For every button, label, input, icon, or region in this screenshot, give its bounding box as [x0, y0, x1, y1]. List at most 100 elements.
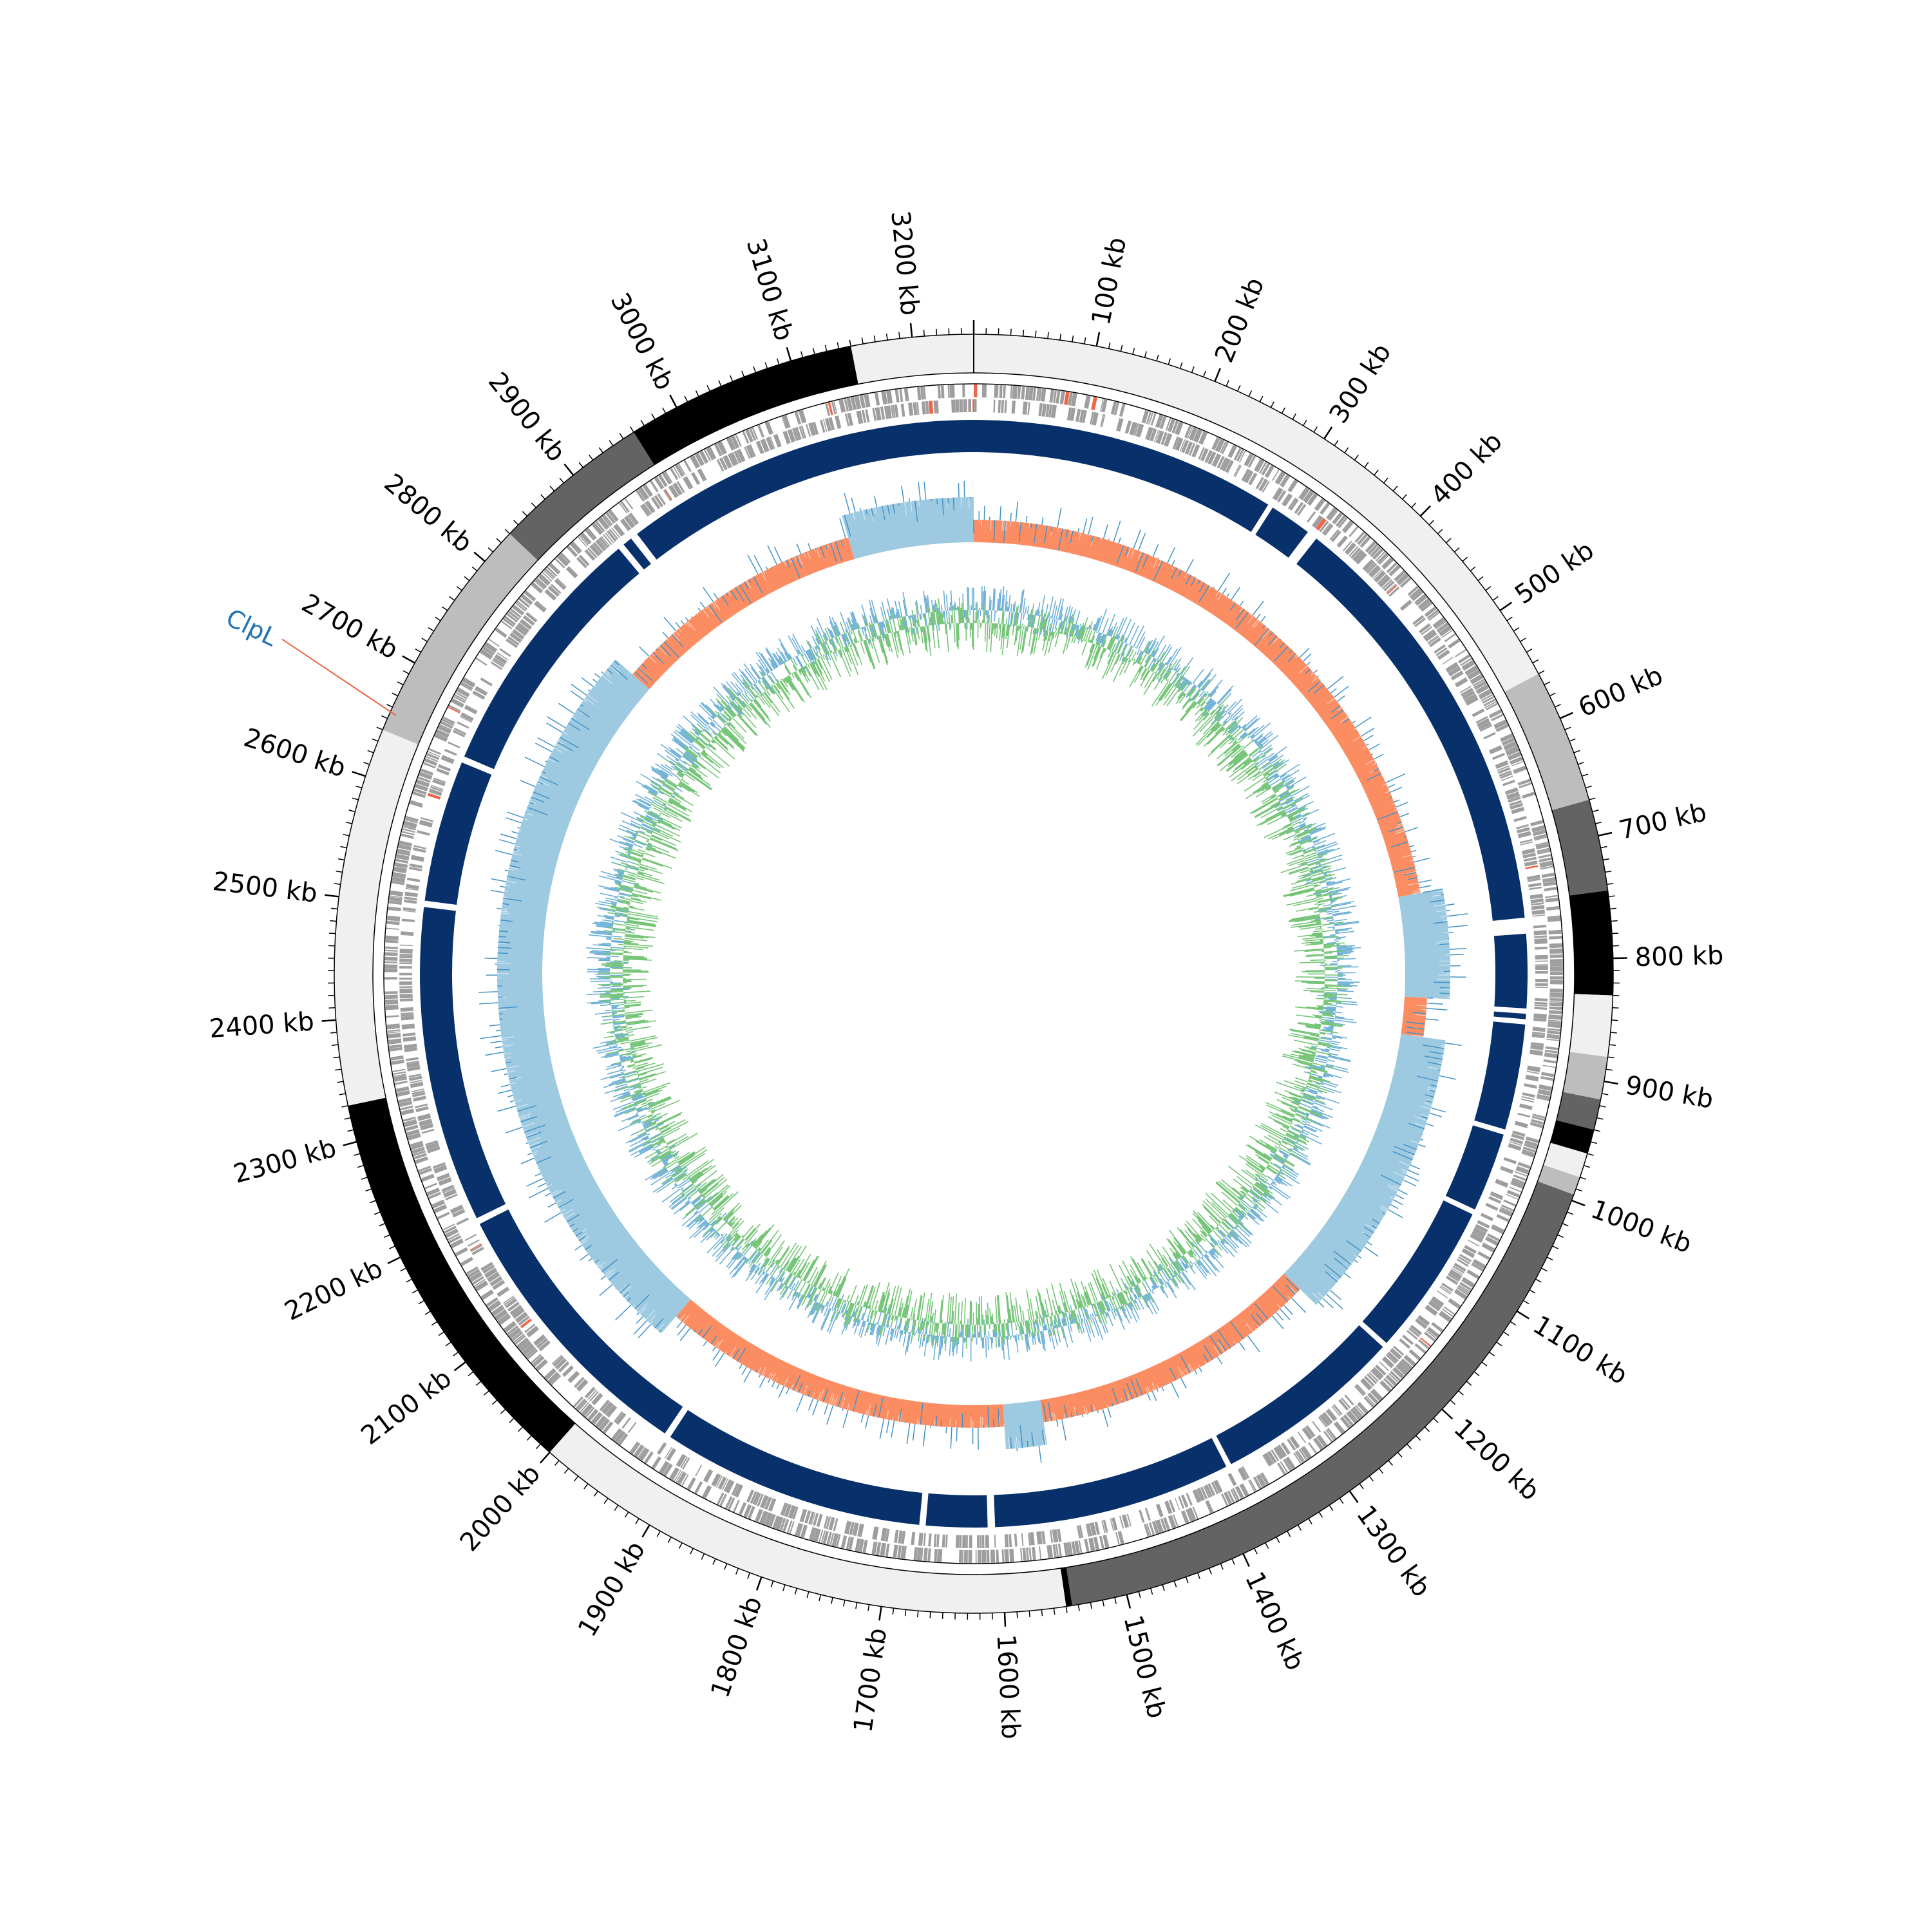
- minor-tick: [1202, 370, 1206, 377]
- gene-feature: [871, 1541, 878, 1555]
- gene-feature: [471, 1246, 484, 1256]
- gene-feature: [874, 392, 880, 406]
- gene-feature: [1540, 866, 1553, 870]
- major-tick: [1349, 1490, 1359, 1503]
- tick-label: 3200 kb: [885, 209, 925, 317]
- gene-feature: [1549, 966, 1563, 972]
- gene-feature: [1057, 1528, 1062, 1542]
- gene-feature: [885, 1528, 890, 1542]
- gene-feature: [1232, 1488, 1240, 1501]
- gene-feature: [576, 1379, 589, 1392]
- gene-feature: [782, 430, 791, 444]
- gene-feature: [531, 582, 544, 594]
- gene-feature: [1237, 1467, 1248, 1481]
- gene-feature: [1526, 1136, 1539, 1144]
- gene-feature: [441, 718, 455, 726]
- gene-feature: [509, 1305, 523, 1316]
- gene-feature: [1180, 1510, 1189, 1524]
- minor-tick: [831, 1597, 833, 1604]
- gene-feature: [1520, 841, 1533, 846]
- major-tick: [1419, 505, 1431, 517]
- minor-tick: [1428, 520, 1434, 526]
- gene-feature: [450, 1238, 464, 1249]
- gene-feature: [1549, 976, 1563, 980]
- gene-feature: [1028, 387, 1034, 401]
- gene-feature: [599, 536, 609, 548]
- gene-feature: [390, 890, 404, 896]
- gene-feature: [405, 1057, 419, 1062]
- gene-feature: [1421, 626, 1432, 636]
- gene-feature: [534, 580, 545, 590]
- gene-feature: [538, 1340, 551, 1352]
- gene-feature: [1530, 1122, 1544, 1128]
- gene-feature: [813, 1513, 819, 1526]
- gene-feature: [605, 532, 614, 544]
- gc-green-series: [597, 597, 1349, 1349]
- minor-tick: [1041, 1609, 1043, 1616]
- gene-feature: [1483, 732, 1496, 740]
- gene-feature: [1020, 1548, 1023, 1562]
- gene-feature: [410, 1079, 423, 1084]
- gene-feature: [828, 417, 835, 431]
- gene-feature: [1470, 674, 1484, 685]
- skew-positive-band: [974, 520, 1421, 897]
- gene-feature: [1367, 1373, 1378, 1385]
- gene-feature: [746, 1489, 755, 1502]
- minor-tick: [337, 858, 345, 861]
- gene-feature: [406, 884, 419, 890]
- minor-tick: [741, 370, 745, 377]
- skew-positive-band: [676, 1299, 1005, 1428]
- gene-feature: [1011, 401, 1016, 414]
- gene-feature: [605, 511, 616, 524]
- minor-tick: [867, 1604, 870, 1611]
- gene-feature: [1357, 533, 1368, 545]
- gene-feature: [526, 612, 538, 623]
- gene-feature: [1308, 1442, 1318, 1454]
- gene-feature: [1442, 656, 1454, 665]
- gene-feature: [1458, 1256, 1470, 1265]
- gene-feature: [567, 1370, 580, 1383]
- gene-feature: [831, 1533, 839, 1547]
- gene-feature: [1221, 1493, 1229, 1506]
- gene-feature: [522, 615, 535, 626]
- gene-feature: [436, 768, 450, 776]
- gene-feature: [642, 503, 652, 515]
- gene-feature: [1511, 761, 1524, 767]
- gene-feature: [408, 1075, 422, 1081]
- gene-feature: [1367, 1392, 1379, 1405]
- gene-feature: [1344, 542, 1357, 555]
- minor-tick: [753, 366, 757, 373]
- gene-feature: [464, 705, 478, 715]
- gene-feature: [856, 410, 864, 424]
- minor-tick: [706, 385, 710, 392]
- gene-feature: [1447, 1273, 1460, 1282]
- gene-feature: [437, 725, 451, 734]
- major-tick: [1126, 1594, 1132, 1609]
- skew-negative-band: [497, 659, 691, 1334]
- gene-feature: [834, 415, 842, 429]
- minor-tick: [381, 715, 388, 719]
- gene-feature: [386, 1023, 401, 1030]
- gene-feature: [402, 828, 415, 833]
- synteny-block: [1493, 933, 1528, 1009]
- gene-feature: [1534, 935, 1548, 938]
- gene-feature: [482, 1264, 495, 1274]
- gene-feature: [554, 558, 565, 569]
- gene-feature: [468, 1239, 480, 1247]
- gene-feature: [1522, 1092, 1535, 1098]
- minor-tick: [898, 332, 900, 339]
- gene-feature: [1135, 423, 1144, 438]
- gene-feature: [399, 961, 413, 963]
- minor-tick: [1589, 797, 1596, 800]
- gene-feature: [1523, 857, 1537, 862]
- contig-segment: [1550, 1120, 1594, 1154]
- gene-feature: [1009, 1548, 1014, 1562]
- gene-feature: [482, 646, 495, 656]
- gene-feature: [1442, 1308, 1454, 1318]
- gene-feature: [1211, 437, 1220, 450]
- gene-feature: [1111, 1517, 1118, 1531]
- gene-feature: [435, 729, 450, 739]
- gene-feature: [1066, 1542, 1072, 1556]
- gene-feature: [1168, 1515, 1175, 1529]
- gene-feature: [522, 1343, 535, 1356]
